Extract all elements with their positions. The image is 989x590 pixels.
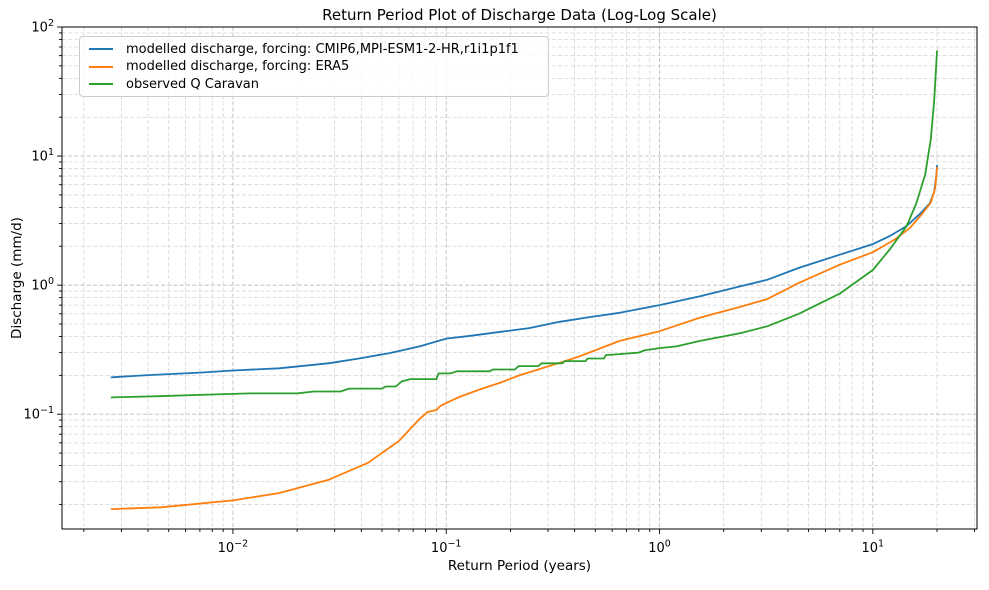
tick-marks [57, 26, 976, 534]
legend-label-era5: modelled discharge, forcing: ERA5 [126, 59, 350, 74]
x-tick-label: 100 [648, 539, 671, 557]
minor-grid [62, 27, 977, 529]
legend-line-swatch-era5 [89, 65, 113, 68]
legend-entry-observed: observed Q Caravan [89, 77, 540, 92]
y-tick-label: 102 [31, 18, 54, 36]
x-tick-label: 10−2 [218, 539, 249, 557]
series-line-1 [110, 167, 938, 510]
legend-entry-cmip6: modelled discharge, forcing: CMIP6,MPI-E… [89, 42, 540, 57]
legend-label-observed: observed Q Caravan [126, 76, 260, 92]
x-axis-label: Return Period (years) [447, 558, 592, 574]
y-tick-label: 100 [31, 276, 54, 294]
x-tick-label: 10−1 [431, 539, 462, 557]
series-line-2 [110, 50, 938, 399]
legend-line-swatch-cmip6 [89, 48, 113, 50]
y-axis-label: Discharge (mm/d) [9, 217, 25, 339]
legend-line-swatch-observed [89, 83, 113, 85]
y-tick-label: 101 [31, 147, 54, 165]
axes-spines [61, 26, 978, 530]
chart-title: Return Period Plot of Discharge Data (Lo… [322, 6, 717, 24]
legend-label-cmip6: modelled discharge, forcing: CMIP6,MPI-E… [126, 41, 519, 57]
y-tick-label: 10−1 [23, 405, 54, 423]
series-line-0 [110, 164, 938, 379]
legend-entry-era5: modelled discharge, forcing: ERA5 [89, 59, 540, 74]
legend: modelled discharge, forcing: CMIP6,MPI-E… [79, 36, 549, 97]
x-tick-label: 101 [861, 539, 884, 557]
